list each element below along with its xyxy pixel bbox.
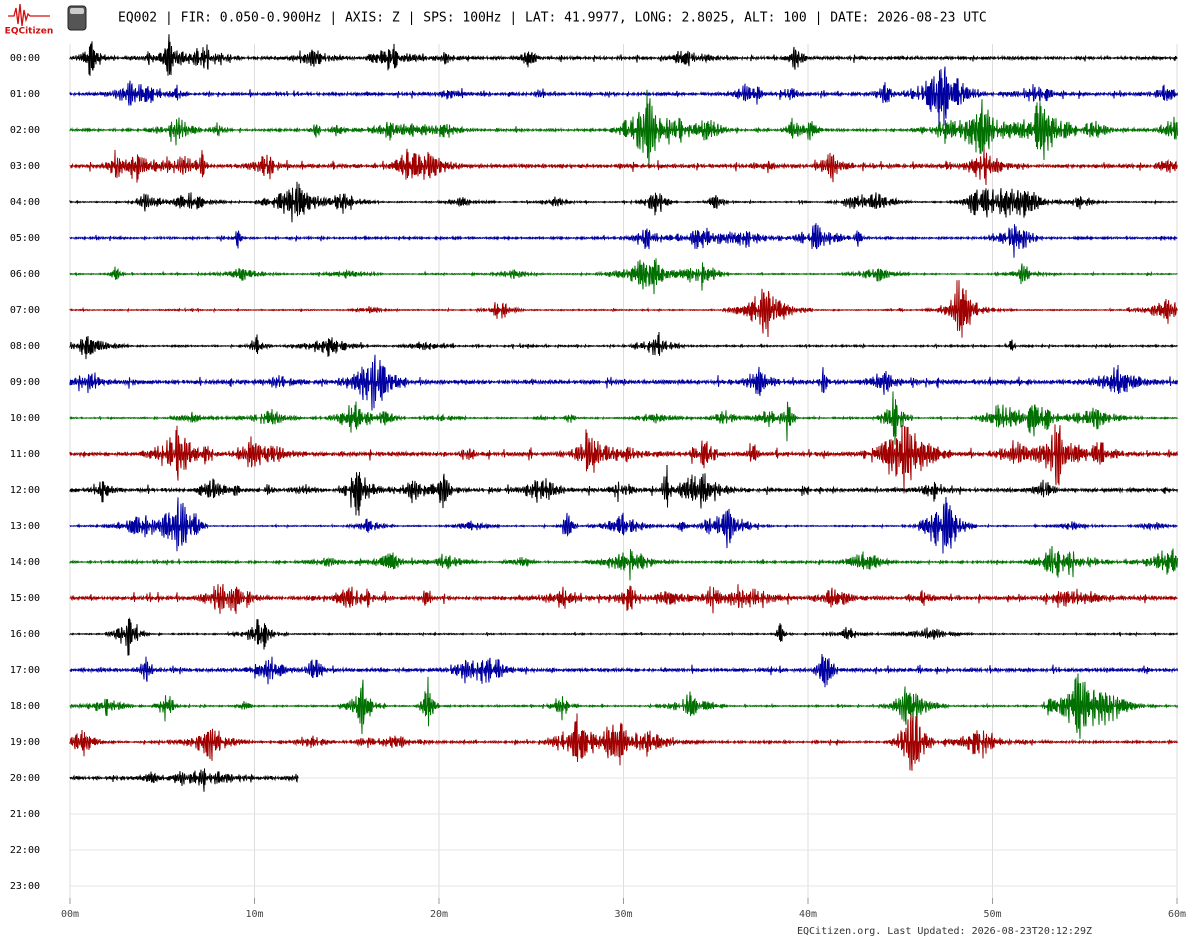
row-label: 01:00 xyxy=(10,89,40,100)
trace xyxy=(69,331,1178,360)
row-label: 10:00 xyxy=(10,413,40,424)
trace xyxy=(69,673,1178,739)
row-label: 14:00 xyxy=(10,557,40,568)
trace xyxy=(69,583,1178,614)
row-label: 09:00 xyxy=(10,377,40,388)
logo-wave xyxy=(8,3,50,27)
row-label: 07:00 xyxy=(10,305,40,316)
trace xyxy=(69,545,1178,581)
x-tick-label: 50m xyxy=(983,909,1001,920)
row-label: 13:00 xyxy=(10,521,40,532)
row-label: 18:00 xyxy=(10,701,40,712)
trace xyxy=(69,223,1178,258)
trace xyxy=(69,713,1178,771)
row-label: 04:00 xyxy=(10,197,40,208)
row-label: 03:00 xyxy=(10,161,40,172)
chart-title: EQ002 | FIR: 0.050-0.900Hz | AXIS: Z | S… xyxy=(118,11,987,26)
row-label: 22:00 xyxy=(10,845,40,856)
row-label: 11:00 xyxy=(10,449,40,460)
x-tick-label: 00m xyxy=(61,909,79,920)
trace xyxy=(69,768,299,792)
trace xyxy=(69,354,1178,411)
trace xyxy=(69,34,1178,76)
logo-text: EQCitizen xyxy=(5,27,54,37)
row-label: 21:00 xyxy=(10,809,40,820)
trace xyxy=(69,181,1178,223)
row-label: 06:00 xyxy=(10,269,40,280)
row-label: 23:00 xyxy=(10,881,40,892)
trace xyxy=(69,258,1178,295)
trace xyxy=(69,617,1178,656)
x-tick-label: 10m xyxy=(245,909,263,920)
row-label: 12:00 xyxy=(10,485,40,496)
row-label: 19:00 xyxy=(10,737,40,748)
trace xyxy=(69,496,1178,554)
row-label: 05:00 xyxy=(10,233,40,244)
x-tick-label: 30m xyxy=(614,909,632,920)
trace xyxy=(69,148,1178,186)
row-label: 00:00 xyxy=(10,53,40,64)
row-label: 17:00 xyxy=(10,665,40,676)
x-tick-label: 20m xyxy=(430,909,448,920)
row-label: 20:00 xyxy=(10,773,40,784)
trace xyxy=(69,464,1178,516)
logo: EQCitizen xyxy=(5,3,54,37)
sensor-icon xyxy=(67,5,87,31)
footer: EQCitizen.org. Last Updated: 2026-08-23T… xyxy=(797,926,1092,937)
x-tick-label: 40m xyxy=(799,909,817,920)
trace xyxy=(69,280,1178,338)
trace xyxy=(69,424,1178,494)
trace xyxy=(69,66,1178,128)
row-label: 16:00 xyxy=(10,629,40,640)
trace xyxy=(69,391,1178,445)
row-label: 08:00 xyxy=(10,341,40,352)
trace xyxy=(69,653,1178,688)
trace xyxy=(69,89,1178,167)
row-label: 15:00 xyxy=(10,593,40,604)
row-label: 02:00 xyxy=(10,125,40,136)
x-tick-label: 60m xyxy=(1168,909,1186,920)
